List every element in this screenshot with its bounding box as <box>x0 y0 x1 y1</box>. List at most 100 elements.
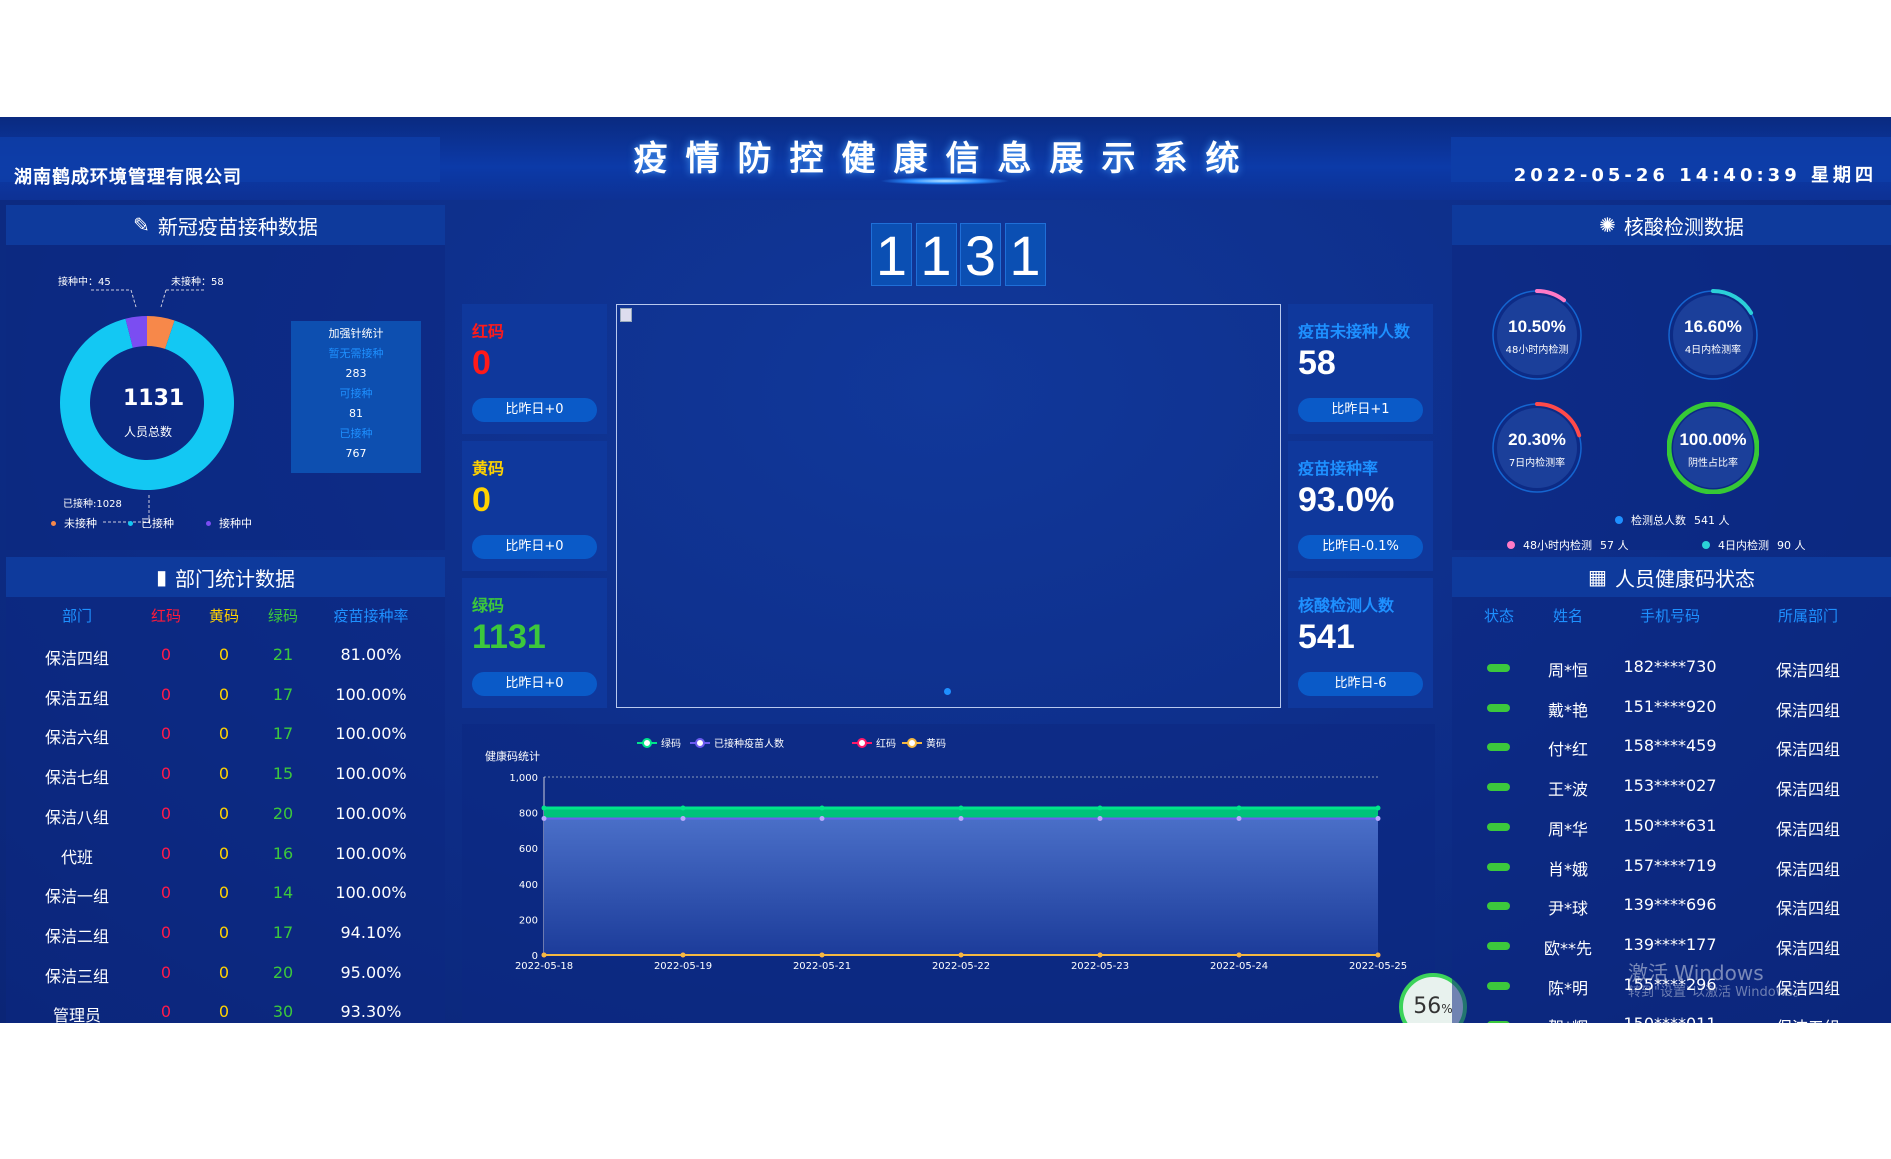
gauge-ring <box>1491 402 1583 494</box>
stat-card-value: 0 <box>472 481 491 519</box>
table-cell: 100.00% <box>335 843 407 863</box>
gauge-value: 10.50% <box>1508 317 1566 336</box>
data-point[interactable] <box>541 805 547 811</box>
data-point[interactable] <box>958 952 964 958</box>
table-row[interactable]: 尹*球 139****696 保洁四组 <box>1452 895 1891 925</box>
data-point[interactable] <box>1375 815 1381 821</box>
data-point[interactable] <box>819 805 825 811</box>
table-row[interactable]: 管理员 0 0 30 93.30% <box>6 1002 445 1023</box>
table-cell: 15 <box>272 764 294 784</box>
table-cell: 0 <box>218 962 230 982</box>
table-cell: 保洁四组 <box>1775 780 1841 800</box>
table-row[interactable]: 保洁七组 0 0 15 100.00% <box>6 764 445 794</box>
table-row[interactable]: 戴*艳 151****920 保洁四组 <box>1452 697 1891 727</box>
x-tick-label: 2022-05-24 <box>1210 961 1268 972</box>
nucleic-legend-item: 48小时内检测 57 人 <box>1507 537 1629 553</box>
booster-value: 767 <box>345 447 367 460</box>
legend-marker[interactable] <box>907 738 917 748</box>
table-row[interactable]: 肖*娥 157****719 保洁四组 <box>1452 856 1891 886</box>
data-point[interactable] <box>819 815 825 821</box>
data-point[interactable] <box>958 815 964 821</box>
legend-dot <box>1507 541 1515 549</box>
table-cell: 17 <box>272 724 294 744</box>
stat-card-title: 黄码 <box>472 459 505 478</box>
gauge-label: 阴性占比率 <box>1688 458 1738 469</box>
stat-card: 疫苗未接种人数 58 比昨日+1 <box>1288 304 1433 434</box>
data-point[interactable] <box>1375 952 1381 958</box>
vaccine-panel-title: ✎ 新冠疫苗接种数据 <box>6 205 445 245</box>
carousel-dot[interactable] <box>944 688 951 695</box>
data-point[interactable] <box>1236 952 1242 958</box>
vaccine-panel: ✎ 新冠疫苗接种数据 未接种：58 接种中：45 已接种:1028 1131 人员总数… <box>6 205 445 550</box>
data-point[interactable] <box>1097 805 1103 811</box>
legend-marker[interactable] <box>695 738 705 748</box>
table-cell: 0 <box>160 803 172 823</box>
donut-slice[interactable] <box>147 316 175 349</box>
table-cell: 保洁四组 <box>1775 899 1841 919</box>
col-header: 状态 <box>1483 607 1515 625</box>
data-point[interactable] <box>680 815 686 821</box>
table-cell: 0 <box>218 803 230 823</box>
data-point[interactable] <box>1236 805 1242 811</box>
data-point[interactable] <box>541 815 547 821</box>
legend-marker[interactable] <box>857 738 867 748</box>
donut-legend-item[interactable]: 未接种 <box>51 515 97 531</box>
donut-slice[interactable] <box>125 316 147 348</box>
table-row[interactable]: 欧**先 139****177 保洁四组 <box>1452 935 1891 965</box>
data-point[interactable] <box>1097 952 1103 958</box>
table-cell: 保洁二组 <box>44 926 110 946</box>
chart-title: 健康码统计 <box>485 750 540 763</box>
data-point[interactable] <box>1236 815 1242 821</box>
stat-card-delta: 比昨日+0 <box>472 535 597 559</box>
table-row[interactable]: 保洁四组 0 0 21 81.00% <box>6 645 445 675</box>
table-cell: 0 <box>218 922 230 942</box>
table-row[interactable]: 陈*明 155****296 保洁四组 <box>1452 975 1891 1005</box>
syringe-icon: ✎ <box>133 213 150 237</box>
windows-watermark-sub: 转到"设置"以激活 Windows。 <box>1628 985 1807 1000</box>
table-cell: 管理员 <box>52 1006 102 1023</box>
stat-card-title: 红码 <box>472 322 505 341</box>
health-code-chart: 0 200 400 600 800 1,000 2022-05-18 2022-05-19 20… <box>509 737 1407 972</box>
donut-legend-item[interactable]: 已接种 <box>128 515 174 531</box>
legend-marker[interactable] <box>642 738 652 748</box>
table-cell: 保洁六组 <box>44 728 110 748</box>
data-point[interactable] <box>1375 805 1381 811</box>
table-cell: 21 <box>272 645 294 664</box>
table-cell: 155****296 <box>1623 974 1717 994</box>
legend-label: 已接种疫苗人数 <box>714 737 784 750</box>
table-row[interactable]: 保洁六组 0 0 17 100.00% <box>6 724 445 754</box>
table-row[interactable]: 保洁五组 0 0 17 100.00% <box>6 685 445 715</box>
windows-watermark: 激活 Windows <box>1628 961 1764 985</box>
table-cell: 100.00% <box>335 803 407 823</box>
table-row[interactable]: 周*华 150****631 保洁四组 <box>1452 816 1891 846</box>
table-row[interactable]: 代班 0 0 16 100.00% <box>6 844 445 874</box>
table-row[interactable]: 贺*辉 150****011 保洁五组 <box>1452 1014 1891 1023</box>
data-point[interactable] <box>541 952 547 958</box>
table-row[interactable]: 保洁二组 0 0 17 94.10% <box>6 923 445 953</box>
nucleic-legend-item: 检测总人数 541 人 <box>1615 512 1730 528</box>
table-row[interactable]: 付*红 158****459 保洁四组 <box>1452 736 1891 766</box>
data-point[interactable] <box>680 805 686 811</box>
table-cell: 14 <box>272 883 294 903</box>
header-wing-right <box>1451 137 1891 182</box>
table-row[interactable]: 保洁一组 0 0 14 100.00% <box>6 883 445 913</box>
data-point[interactable] <box>680 952 686 958</box>
stat-card-delta: 比昨日+1 <box>1298 398 1423 422</box>
image-carousel[interactable] <box>616 304 1281 708</box>
table-cell: 0 <box>160 684 172 704</box>
table-row[interactable]: 保洁八组 0 0 20 100.00% <box>6 804 445 834</box>
counter-digit: 1 <box>1004 223 1046 287</box>
table-row[interactable]: 周*恒 182****730 保洁四组 <box>1452 657 1891 687</box>
table-cell: 94.10% <box>340 922 402 942</box>
data-point[interactable] <box>819 952 825 958</box>
table-row[interactable]: 保洁三组 0 0 20 95.00% <box>6 963 445 993</box>
table-cell: 151****920 <box>1623 696 1717 716</box>
data-point[interactable] <box>958 805 964 811</box>
nucleic-title-text: 核酸检测数据 <box>1623 214 1744 239</box>
donut-slice[interactable] <box>59 318 234 491</box>
donut-legend-item[interactable]: 接种中 <box>206 515 252 531</box>
table-row[interactable]: 王*波 153****027 保洁四组 <box>1452 776 1891 806</box>
table-cell: 周*华 <box>1547 819 1589 839</box>
data-point[interactable] <box>1097 815 1103 821</box>
table-cell: 0 <box>160 1002 172 1022</box>
